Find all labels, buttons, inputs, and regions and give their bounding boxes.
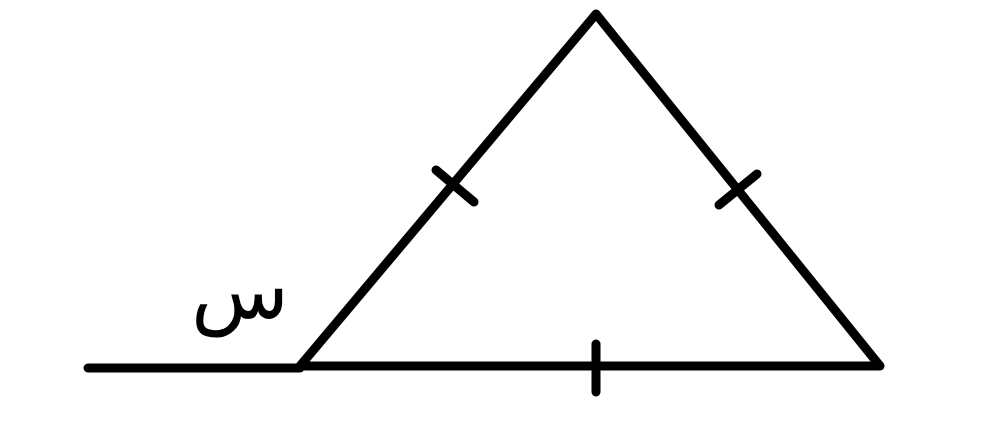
- tick-left-side: [431, 165, 479, 207]
- angle-label: س: [191, 244, 289, 338]
- triangle: [295, 9, 885, 371]
- tick-right-side: [714, 169, 762, 210]
